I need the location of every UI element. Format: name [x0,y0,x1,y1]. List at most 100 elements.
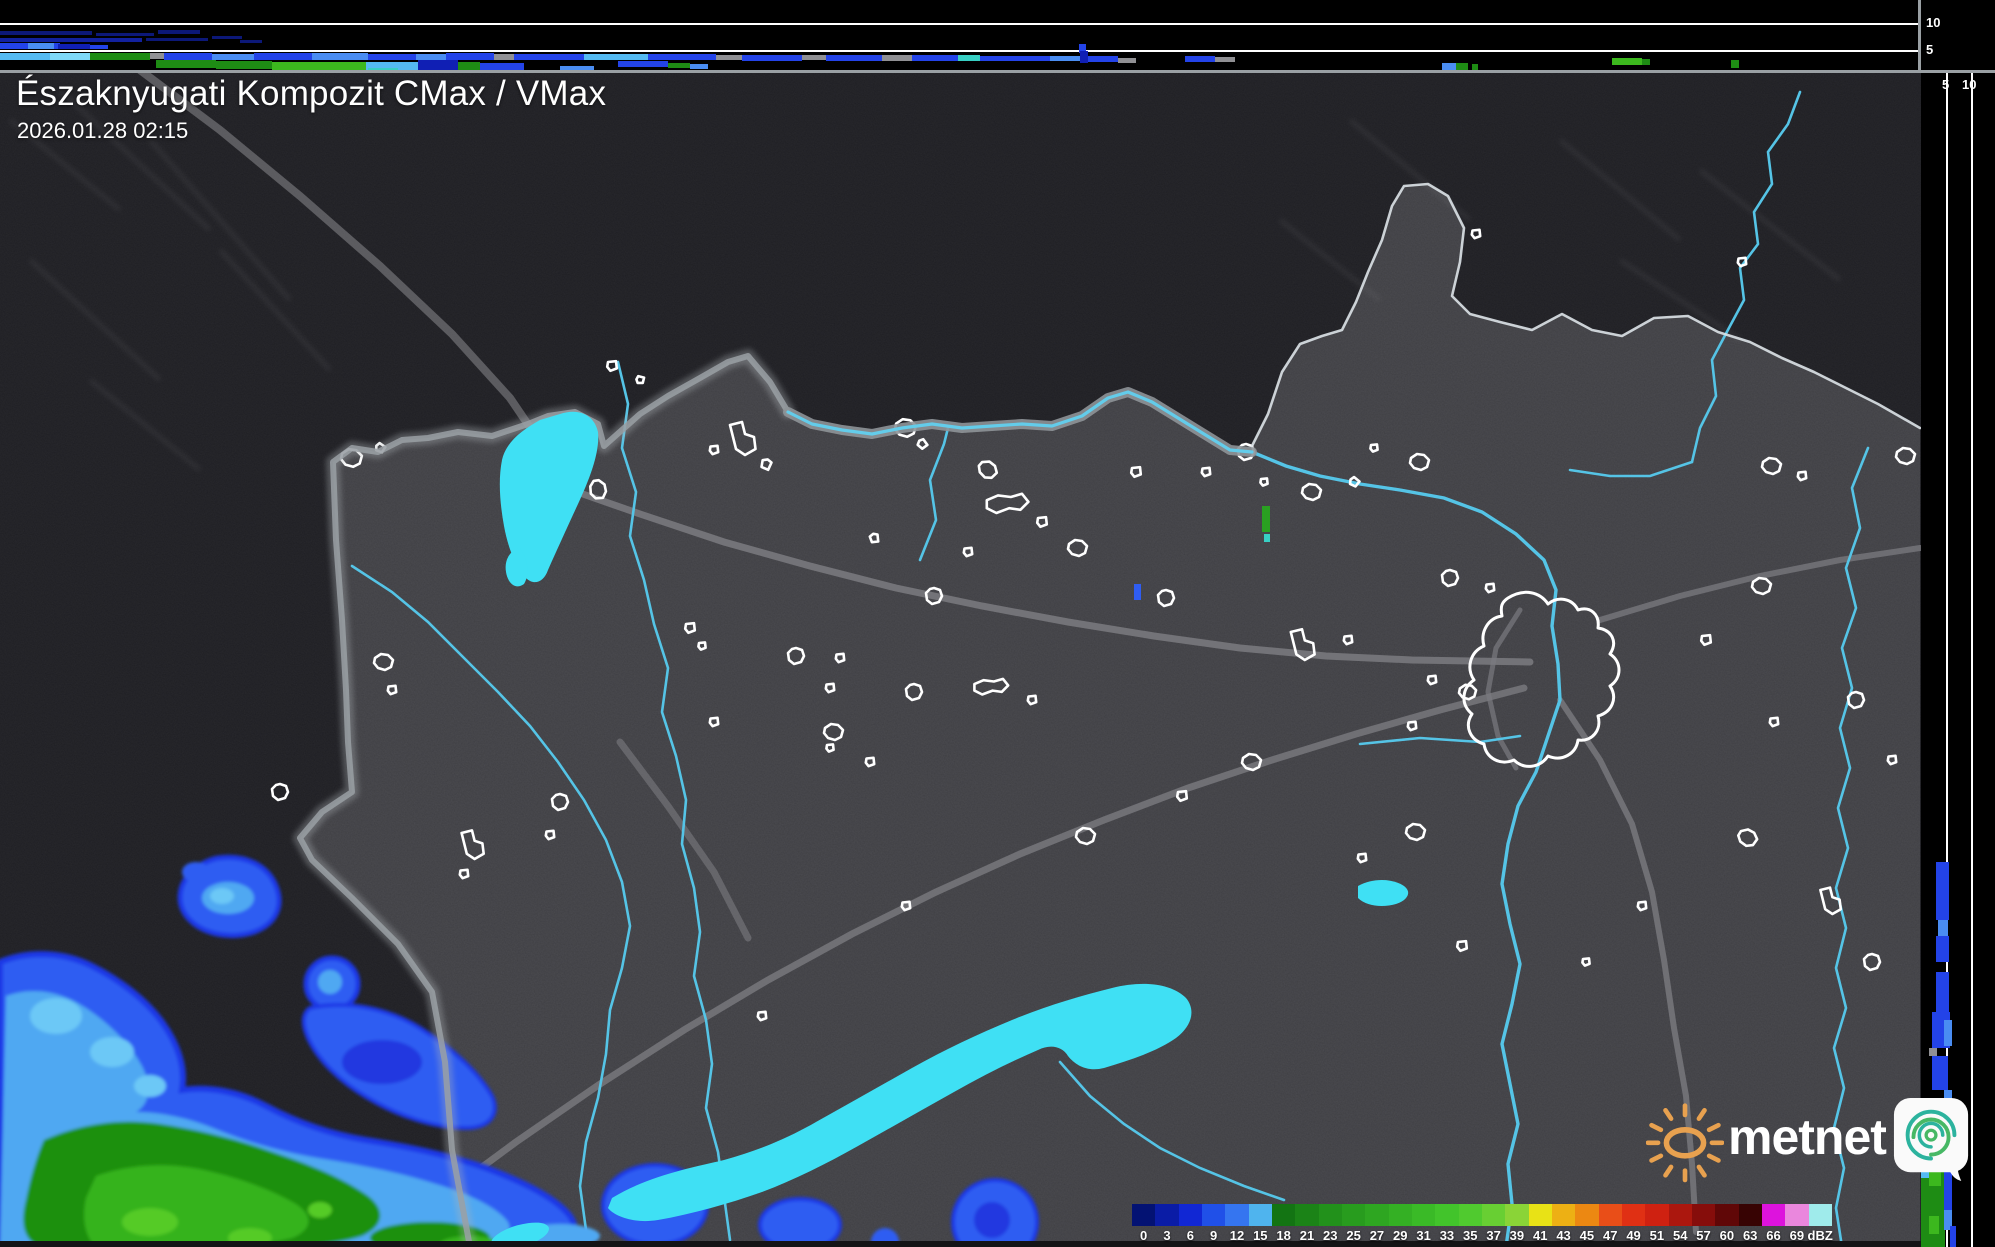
legend-cell: 41 [1528,1204,1552,1243]
legend-label: 54 [1672,1228,1688,1243]
legend-swatch [1318,1204,1342,1226]
mountain-shading [8,88,1842,472]
legend-label: dBZ [1807,1228,1833,1243]
top-profile-echoes [0,30,1739,72]
legend-swatch [1785,1204,1809,1226]
legend-swatch [1691,1204,1716,1226]
settlement-outlines [270,228,1917,1022]
legend-label: 33 [1439,1228,1455,1243]
timestamp: 2026.01.28 02:15 [17,118,189,143]
legend-swatch [1715,1204,1739,1226]
legend-cell: 23 [1318,1204,1342,1243]
reflectivity-scale: 0 3 6 9 12 15 18 21 23 25 27 29 31 33 35… [1132,1204,1833,1243]
legend-cell: 49 [1621,1204,1646,1243]
legend-cell: 33 [1435,1204,1459,1243]
legend-cell: 47 [1598,1204,1622,1243]
top-axis-label-10: 10 [1926,15,1941,30]
legend-cell: 66 [1761,1204,1786,1243]
legend-swatch [1178,1204,1202,1226]
legend-label: 66 [1766,1228,1781,1243]
legend-swatch [1295,1204,1319,1226]
rivers [350,90,1870,1247]
legend-swatch [1248,1204,1272,1226]
legend-label: 21 [1299,1228,1315,1243]
lake-velence [1358,880,1409,906]
lakes [491,411,1409,1247]
legend-swatch [1668,1204,1692,1226]
legend-label: 37 [1486,1228,1501,1243]
legend-swatch [1738,1204,1762,1226]
legend-cell: 6 [1178,1204,1202,1243]
border-northeast [1250,182,1921,448]
legend-label: 60 [1719,1228,1735,1243]
legend-swatch [1528,1204,1552,1226]
legend-cell: 25 [1341,1204,1366,1243]
legend-label: 29 [1393,1228,1408,1243]
legend-label: 51 [1649,1228,1665,1243]
legend-swatch [1645,1204,1669,1226]
legend-label: 47 [1602,1228,1618,1243]
legend-label: 18 [1276,1228,1291,1243]
cyclone-app-icon [1893,1098,1969,1181]
top-axis-label-5: 5 [1926,42,1934,57]
brand-logo: metnet [1646,1096,1972,1184]
strip-divider-horizontal [0,70,1995,73]
sun-icon [1646,1103,1724,1183]
legend-cell: 9 [1201,1204,1226,1243]
legend-cell: 21 [1295,1204,1319,1243]
legend-cell: 29 [1388,1204,1412,1243]
legend-swatch [1621,1204,1646,1226]
legend-cell: 31 [1411,1204,1436,1243]
legend-swatch [1132,1204,1156,1226]
legend-label: 57 [1696,1228,1711,1243]
legend-label: 45 [1579,1228,1595,1243]
legend-swatch [1575,1204,1599,1226]
legend-swatch [1341,1204,1366,1226]
legend-label: 69 [1789,1228,1805,1243]
map-area [0,70,1921,1247]
capital-city-outline [1462,590,1621,768]
legend-cell: 54 [1668,1204,1692,1243]
legend-cell: 3 [1155,1204,1179,1243]
legend-label: 63 [1742,1228,1758,1243]
legend-swatch [1761,1204,1786,1226]
legend-cell: 37 [1481,1204,1506,1243]
small-echoes [1134,506,1270,600]
legend-swatch [1458,1204,1482,1226]
legend-swatch [1551,1204,1576,1226]
legend-swatch [1411,1204,1436,1226]
legend-cell: 35 [1458,1204,1482,1243]
legend-cell: 45 [1575,1204,1599,1243]
legend-swatch [1435,1204,1459,1226]
legend-cell: 18 [1271,1204,1296,1243]
brand-name: metnet [1728,1109,1887,1165]
legend-cell: 27 [1365,1204,1389,1243]
country-border [293,182,1921,1247]
legend-cell: 69 [1785,1204,1809,1243]
legend-label: 35 [1463,1228,1478,1243]
legend-label: 15 [1253,1228,1268,1243]
radar-echoes [0,854,1039,1247]
legend-cell: 60 [1715,1204,1739,1243]
legend-label: 3 [1163,1228,1171,1243]
legend-label: 27 [1369,1228,1385,1243]
legend-cell: 15 [1248,1204,1272,1243]
legend-label: 43 [1556,1228,1571,1243]
legend-cell: 39 [1505,1204,1529,1243]
legend-cell: 63 [1738,1204,1762,1243]
legend-swatch [1481,1204,1506,1226]
legend-swatch [1201,1204,1226,1226]
legend-cell: 43 [1551,1204,1576,1243]
legend-swatch [1365,1204,1389,1226]
legend-label: 12 [1229,1228,1245,1243]
legend-label: 49 [1626,1228,1641,1243]
legend-cell: 57 [1691,1204,1716,1243]
legend-swatch [1271,1204,1296,1226]
lake-ferto [499,411,599,583]
legend-swatch [1808,1204,1832,1226]
legend-swatch [1155,1204,1179,1226]
legend-cell: 0 [1132,1204,1156,1243]
legend-label: 23 [1323,1228,1338,1243]
